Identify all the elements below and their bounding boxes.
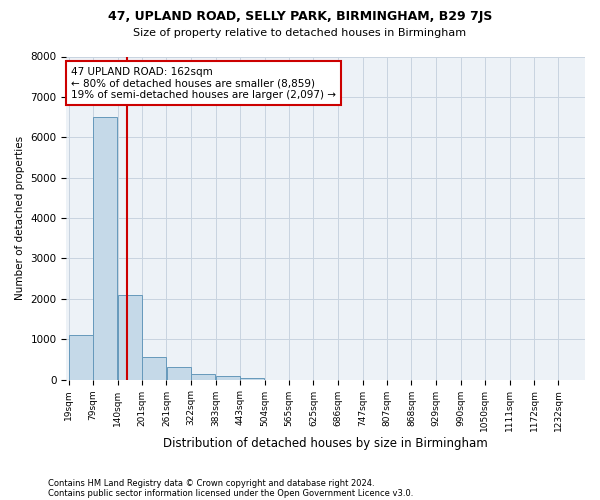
Bar [93, 117, 117, 380]
X-axis label: Distribution of detached houses by size in Birmingham: Distribution of detached houses by size … [163, 437, 488, 450]
Bar [191, 374, 215, 380]
Text: 47 UPLAND ROAD: 162sqm
← 80% of detached houses are smaller (8,859)
19% of semi-: 47 UPLAND ROAD: 162sqm ← 80% of detached… [71, 66, 336, 100]
Text: Contains HM Land Registry data © Crown copyright and database right 2024.: Contains HM Land Registry data © Crown c… [48, 478, 374, 488]
Y-axis label: Number of detached properties: Number of detached properties [15, 136, 25, 300]
Text: Size of property relative to detached houses in Birmingham: Size of property relative to detached ho… [133, 28, 467, 38]
Bar [240, 378, 264, 380]
Bar [216, 376, 240, 380]
Bar [69, 335, 93, 380]
Bar [118, 295, 142, 380]
Bar [142, 358, 166, 380]
Text: Contains public sector information licensed under the Open Government Licence v3: Contains public sector information licen… [48, 488, 413, 498]
Bar [167, 368, 191, 380]
Text: 47, UPLAND ROAD, SELLY PARK, BIRMINGHAM, B29 7JS: 47, UPLAND ROAD, SELLY PARK, BIRMINGHAM,… [108, 10, 492, 23]
